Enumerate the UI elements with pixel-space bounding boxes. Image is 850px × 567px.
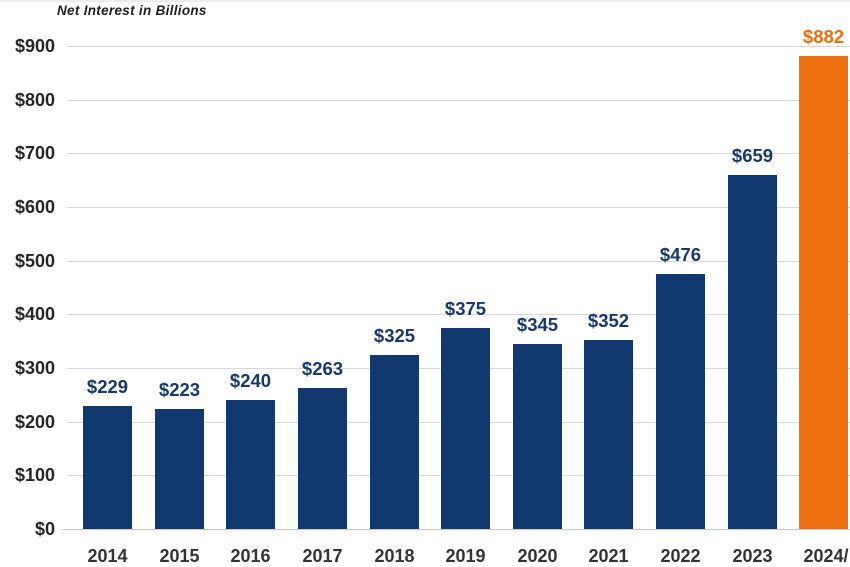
x-axis-label: 2020 — [517, 545, 557, 567]
y-tick-label: $100 — [14, 465, 55, 485]
bar-2017 — [298, 388, 347, 529]
x-axis-label-text: 2023 — [732, 546, 773, 566]
gridline — [67, 100, 850, 101]
x-axis-label-text: 2017 — [302, 546, 343, 566]
gridline — [67, 153, 850, 154]
x-axis-baseline — [62, 529, 850, 530]
bar-value-label: $476 — [659, 244, 702, 265]
chart-title: Net Interest in Billions — [57, 3, 207, 18]
gridline — [67, 261, 850, 262]
y-tick-label: $0 — [34, 519, 55, 539]
bar-value-label: $223 — [158, 379, 201, 400]
x-axis-label: 2023 — [732, 545, 772, 567]
x-axis-label: 2018 — [374, 545, 414, 567]
y-tick-label: $500 — [14, 251, 55, 271]
y-tick-label: $600 — [14, 197, 55, 217]
x-axis-label-text: 2021 — [588, 546, 629, 566]
x-axis-label-text: 2020 — [517, 546, 558, 566]
bar-2019 — [441, 328, 490, 529]
y-tick-label: $300 — [14, 358, 55, 378]
gridline — [67, 46, 850, 47]
x-axis-label-text: 2015 — [159, 546, 200, 566]
bar-2014 — [83, 406, 132, 529]
x-axis-label: 2014 — [87, 545, 127, 567]
bar-2023 — [728, 175, 777, 529]
bar-value-label: $325 — [373, 325, 416, 346]
bar-value-label: $263 — [301, 358, 344, 379]
x-axis-label-text: 2019 — [445, 546, 486, 566]
y-tick-label: $800 — [14, 90, 55, 110]
y-tick-label: $200 — [14, 412, 55, 432]
x-axis-label: 2017 — [302, 545, 342, 567]
y-tick-label: $700 — [14, 143, 55, 163]
x-axis-label: 2021 — [588, 545, 628, 567]
bar-2021 — [584, 340, 633, 529]
bar-value-label: $229 — [86, 376, 129, 397]
bar-value-label: $882 — [802, 26, 845, 47]
bar-2015 — [155, 409, 204, 529]
x-axis-label-text: 2024 — [803, 546, 844, 566]
x-axis-label-text: 2016 — [230, 546, 271, 566]
y-tick-label: $900 — [14, 36, 55, 56]
bar-2024 — [799, 56, 848, 529]
bar-value-label: $345 — [516, 314, 559, 335]
bar-2018 — [370, 355, 419, 529]
bar-2020 — [513, 344, 562, 529]
x-axis-label: 2015 — [159, 545, 199, 567]
bar-value-label: $375 — [444, 298, 487, 319]
x-axis-label: 2024/ — [803, 545, 848, 567]
bar-2022 — [656, 274, 705, 529]
x-axis-label: 2022 — [660, 545, 700, 567]
x-axis-label-suffix: / — [843, 546, 849, 566]
gridline — [67, 207, 850, 208]
bar-2016 — [226, 400, 275, 529]
x-axis-label: 2019 — [445, 545, 485, 567]
gridline — [67, 314, 850, 315]
x-axis-label-text: 2018 — [374, 546, 415, 566]
y-tick-label: $400 — [14, 304, 55, 324]
bar-value-label: $240 — [229, 370, 272, 391]
x-axis-label-text: 2014 — [87, 546, 128, 566]
bar-value-label: $659 — [731, 145, 774, 166]
x-axis-label-text: 2022 — [660, 546, 701, 566]
x-axis-label: 2016 — [230, 545, 270, 567]
bar-value-label: $352 — [587, 310, 630, 331]
